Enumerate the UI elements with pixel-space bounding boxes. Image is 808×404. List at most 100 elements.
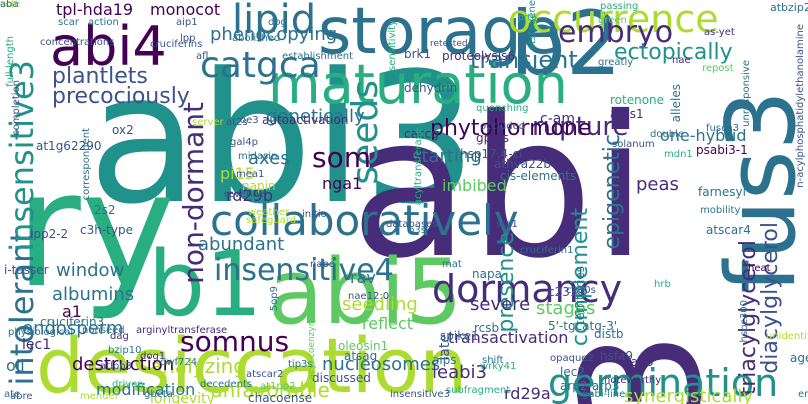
word-cloud-word: unresponsive <box>741 60 752 127</box>
word-cloud-word: databases <box>386 219 438 230</box>
word-cloud-word: rotenone <box>610 93 665 107</box>
word-cloud-word: agenet/tudor <box>790 351 808 365</box>
word-cloud-word: c230s <box>566 285 596 296</box>
word-cloud-word: abi4 <box>50 15 167 78</box>
word-cloud-word: b3s <box>408 225 426 236</box>
word-cloud-word: aba <box>0 0 19 10</box>
word-cloud-word: rav <box>350 268 376 287</box>
word-cloud-word: collaboratively <box>210 196 519 245</box>
word-cloud-word: decedents <box>200 379 253 390</box>
word-cloud-word: insensitive3 <box>390 389 450 400</box>
word-cloud-word: epigenetic <box>600 134 625 250</box>
word-cloud-word: acyltransferase <box>413 128 424 206</box>
word-cloud-word: lec2 <box>560 365 585 379</box>
word-cloud-word: storage <box>318 0 562 69</box>
word-cloud-word: pi15 <box>220 164 255 183</box>
word-cloud-word: i-tasser <box>4 263 49 277</box>
word-cloud-word: precociously <box>52 84 190 109</box>
word-cloud-word: retested <box>430 39 468 49</box>
word-cloud-word: endosperm <box>22 318 124 339</box>
word-cloud-word: wrky41 <box>480 361 517 372</box>
word-cloud-word: gal4p <box>230 137 258 148</box>
word-cloud-word: starting <box>412 146 482 167</box>
word-cloud-word: synergistically <box>624 386 754 404</box>
word-cloud-word: greatly <box>598 57 634 68</box>
word-cloud-word: arginyltransferase <box>136 325 228 336</box>
word-cloud-word: era1 <box>798 389 808 400</box>
word-cloud-word: farnesyl <box>698 185 746 199</box>
word-cloud-word: dog <box>268 17 287 28</box>
word-cloud-word: completion <box>11 80 22 136</box>
word-cloud-word: nae12:0 <box>348 291 390 302</box>
word-cloud-word: 5'-tgcatg-3' <box>548 319 618 333</box>
word-cloud-word: rd29b <box>226 186 273 205</box>
word-cloud-word: midasin <box>238 151 278 162</box>
word-cloud-word: nape <box>310 259 335 270</box>
word-cloud-word: mobility <box>700 205 741 216</box>
word-cloud-word: lipid <box>232 0 317 43</box>
word-cloud-word: seedling <box>342 294 418 315</box>
word-cloud-word: leabi3 <box>432 362 487 383</box>
word-cloud-word: at2s1 <box>610 107 644 121</box>
word-cloud-word: caccg <box>404 127 439 141</box>
word-cloud-word: correspondent <box>81 128 92 201</box>
word-cloud-word: establishment <box>282 51 354 62</box>
word-cloud-word: a1 <box>62 302 82 321</box>
word-cloud-word: distb <box>594 327 624 341</box>
word-cloud-word: noteworthy <box>604 375 662 386</box>
word-cloud-word: mendel <box>80 391 118 402</box>
word-cloud-word: diacylglycerol <box>758 222 783 374</box>
word-cloud-word: albumins <box>52 284 135 305</box>
word-cloud-word: rd29a <box>504 384 551 403</box>
word-cloud-word: bzip10 <box>108 345 142 356</box>
word-cloud-word: sensitivity <box>387 20 398 71</box>
word-cloud-word: subfragment <box>446 385 511 396</box>
word-cloud-word: sole <box>0 0 21 10</box>
word-cloud-word: dormancy <box>432 267 623 311</box>
word-cloud-word: somnus <box>180 325 290 358</box>
word-cloud-word: dehydrin <box>404 81 458 95</box>
word-cloud-word: plantlets <box>52 64 148 89</box>
word-cloud-word: occurrence <box>508 0 719 41</box>
word-cloud-word: abundant <box>198 234 285 255</box>
word-cloud-word: c-am <box>540 111 575 127</box>
word-cloud-word: cruciferin1 <box>520 245 574 256</box>
word-cloud-word: dag <box>110 331 129 342</box>
word-cloud-word: gpcrs <box>476 131 510 145</box>
word-cloud-word: atscar2 <box>246 369 284 380</box>
word-cloud-word: occluded <box>480 121 526 132</box>
word-cloud-word: scar <box>58 17 79 28</box>
word-cloud-word: hsp17.4-ci <box>460 147 523 161</box>
word-cloud-word: maturation <box>268 53 568 116</box>
word-cloud-word: b2 <box>510 0 622 95</box>
word-cloud-word: nga1 <box>322 174 363 193</box>
word-cloud-word: mat <box>442 259 462 270</box>
word-cloud-word: reflect <box>362 314 414 333</box>
word-cloud-word: prt6 <box>518 13 537 23</box>
word-cloud-word: non-dormant <box>177 102 210 284</box>
word-cloud-word: arp2-arp3 <box>560 379 620 393</box>
word-cloud-word: physiological <box>8 327 74 338</box>
word-cloud-word: cis-elements <box>500 169 577 183</box>
word-cloud-word: initio <box>302 209 327 220</box>
word-cloud-word: nucleosomes <box>322 354 441 375</box>
word-cloud-word: window <box>56 260 125 281</box>
word-cloud-word: destruction <box>72 354 175 375</box>
word-cloud-word: som <box>312 141 371 174</box>
word-cloud-word: shift <box>482 355 504 366</box>
word-cloud-word: gbeta <box>144 389 173 400</box>
word-cloud-word: stages <box>536 298 596 319</box>
word-cloud-word: dog1 <box>140 351 166 362</box>
word-cloud-word: embryo <box>558 15 674 50</box>
word-cloud-word: passing <box>600 1 639 12</box>
word-cloud-word: desiccation <box>36 321 468 404</box>
word-cloud-word: c231s <box>548 285 584 299</box>
word-cloud-word: quenching <box>476 103 529 114</box>
word-cloud-word: rupture <box>532 112 629 142</box>
word-cloud-word: atscar4 <box>706 223 751 237</box>
word-cloud-word: green <box>598 15 627 26</box>
word-cloud-word: abi <box>350 74 648 301</box>
word-cloud-word: peas <box>636 174 679 195</box>
word-cloud-word: monocot <box>150 0 221 19</box>
word-cloud-word: nonseed <box>82 325 125 336</box>
